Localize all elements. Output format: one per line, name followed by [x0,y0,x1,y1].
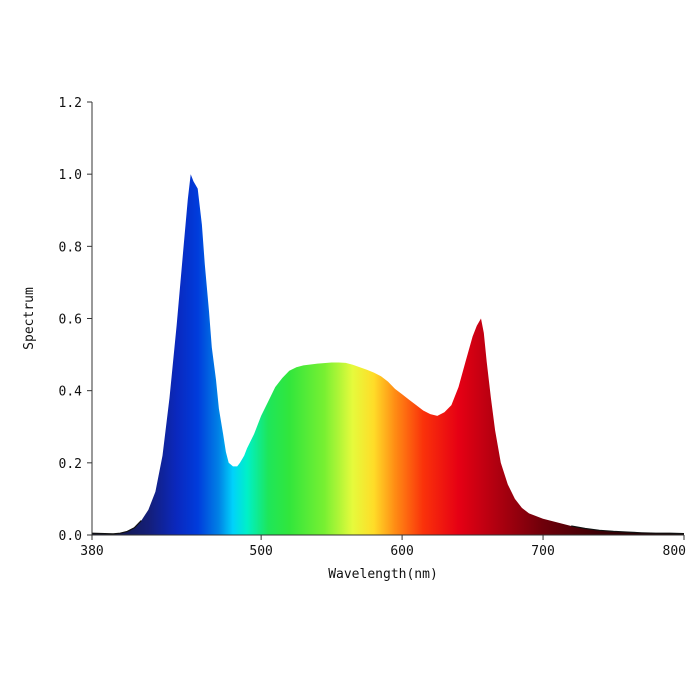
x-tick-label: 700 [531,544,554,559]
x-tick-label: 800 [663,544,686,559]
y-axis-label: Spectrum [22,287,37,350]
y-tick-label: 0.0 [59,529,82,544]
spectrum-area [92,174,684,535]
x-tick-label: 380 [80,544,103,559]
plot-area [91,174,685,535]
spectrum-baseline-line [91,520,685,535]
y-tick-label: 1.0 [59,168,82,183]
y-tick-label: 0.6 [59,313,82,328]
x-ticks: 380 500 600 700 800 [80,535,686,559]
y-tick-label: 0.2 [59,457,82,472]
x-axis-label: Wavelength(nm) [328,567,438,582]
y-tick-label: 0.8 [59,240,82,255]
y-tick-label: 0.4 [59,385,83,400]
x-tick-label: 600 [390,544,413,559]
axes: 0.0 0.2 0.4 0.6 0.8 1.0 1.2 380 500 600 700 800 [59,96,686,559]
x-tick-label: 500 [249,544,272,559]
y-ticks: 0.0 0.2 0.4 0.6 0.8 1.0 1.2 [59,96,92,544]
y-tick-label: 1.2 [59,96,82,111]
